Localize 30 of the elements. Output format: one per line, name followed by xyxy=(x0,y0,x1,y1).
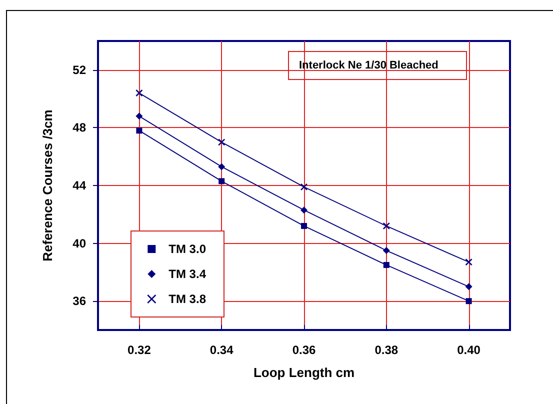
point xyxy=(218,178,225,184)
x-tick-label: 0.40 xyxy=(457,343,481,357)
point xyxy=(136,112,143,120)
point xyxy=(466,298,472,304)
point xyxy=(382,247,390,254)
point xyxy=(136,89,143,97)
y-tick-label: 40 xyxy=(72,236,86,250)
x-tick-label: 0.36 xyxy=(292,343,316,357)
y-tick-label: 36 xyxy=(72,294,86,308)
point xyxy=(300,206,308,214)
x-axis-title: Loop Length cm xyxy=(253,365,355,380)
point xyxy=(465,283,472,290)
x-tick-label: 0.38 xyxy=(374,343,398,357)
y-axis-title: Reference Courses /3cm xyxy=(40,110,55,262)
legend-label: TM 3.0 xyxy=(168,242,206,256)
point xyxy=(136,128,142,134)
point xyxy=(218,138,226,146)
y-tick-label: 44 xyxy=(72,178,86,192)
point xyxy=(218,163,226,170)
point xyxy=(382,222,390,230)
legend-label: TM 3.8 xyxy=(168,292,206,306)
x-tick-label: 0.34 xyxy=(210,343,234,357)
y-tick-label: 52 xyxy=(72,62,86,77)
x-tick-label: 0.32 xyxy=(128,343,152,357)
point xyxy=(301,222,307,229)
legend-label: TM 3.4 xyxy=(168,267,206,281)
point xyxy=(383,262,390,268)
point xyxy=(300,183,308,191)
point xyxy=(465,258,472,266)
y-tick-label: 48 xyxy=(72,120,86,135)
